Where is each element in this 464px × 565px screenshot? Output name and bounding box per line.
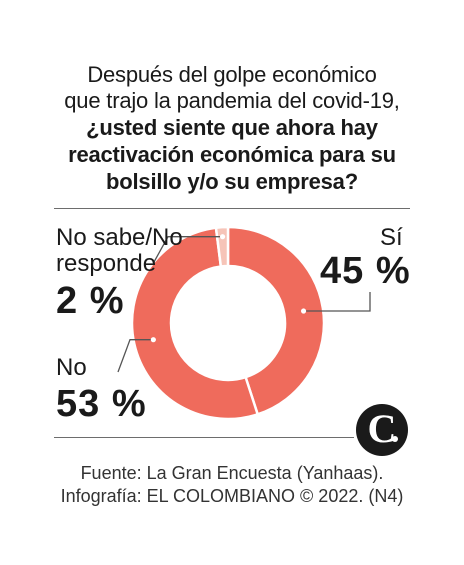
title-line-2: que trajo la pandemia del covid-19, (64, 88, 400, 113)
label-si-name: Sí (380, 224, 403, 251)
chart-title: Después del golpe económico que trajo la… (0, 62, 464, 195)
slice-no (130, 226, 260, 421)
label-no-name: No (56, 354, 87, 381)
leader-line-no (117, 339, 154, 373)
title-question-line-2: reactivación económica para su (68, 142, 396, 167)
label-ns-name-line2: responde (56, 250, 157, 277)
title-question-line-3: bolsillo y/o su empresa? (106, 169, 358, 194)
label-no-value: 53 % (56, 383, 147, 425)
el-colombiano-logo-icon: C (356, 404, 408, 456)
logo-letter: C (367, 406, 397, 451)
footer-source: Fuente: La Gran Encuesta (Yanhaas). (80, 463, 384, 483)
slice-si (226, 225, 326, 416)
logo-dot (392, 436, 398, 442)
leader-dot-no (150, 337, 156, 343)
title-line-1: Después del golpe económico (87, 62, 377, 87)
footer-credit: Infografía: EL COLOMBIANO © 2022. (N4) (60, 486, 404, 506)
footer: Fuente: La Gran Encuesta (Yanhaas). Info… (0, 462, 464, 508)
label-ns-value: 2 % (56, 280, 125, 322)
leader-line-no-sabe (153, 236, 223, 263)
leader-dot-no-sabe (219, 234, 226, 240)
title-question-line-1: ¿usted siente que ahora hay (86, 115, 378, 140)
label-si-value: 45 % (320, 250, 411, 292)
top-divider (54, 208, 410, 209)
bottom-divider (54, 437, 354, 438)
leader-dot-si (300, 308, 307, 314)
leader-line-si (303, 292, 371, 312)
label-ns-name-line1: No sabe/No (56, 224, 183, 251)
